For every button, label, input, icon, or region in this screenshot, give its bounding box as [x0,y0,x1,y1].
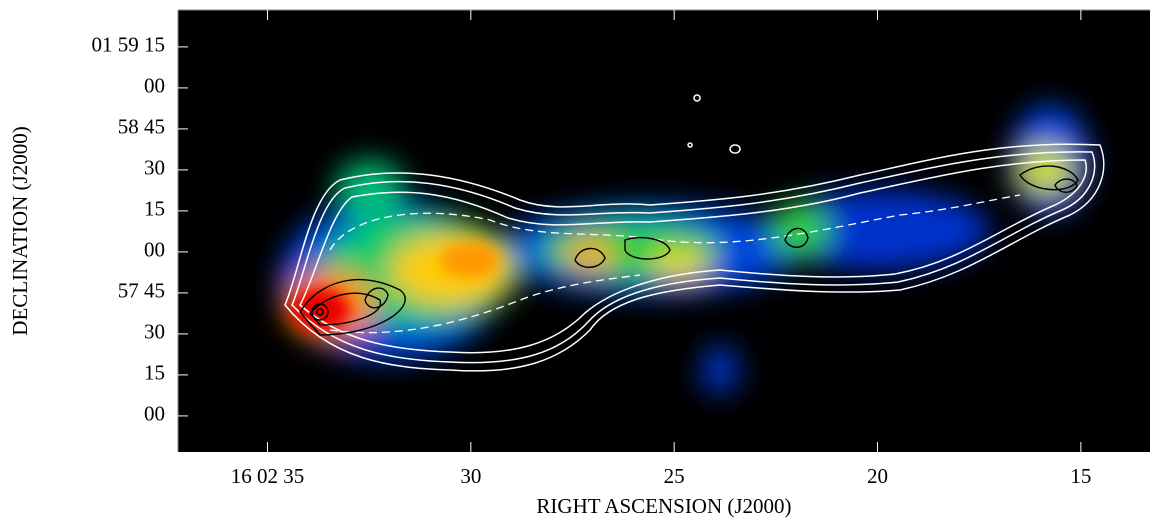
figure: DECLINATION (J2000) RIGHT ASCENSION (J20… [0,0,1150,525]
x-tick-label: 15 [1070,464,1091,488]
x-tick-label: 30 [460,464,481,488]
y-axis-label: DECLINATION (J2000) [8,126,32,335]
y-tick-label: 01 59 15 [92,33,166,57]
y-tick-label: 57 45 [118,279,165,303]
y-tick-label: 00 [144,402,165,426]
y-tick-label: 15 [144,361,165,385]
y-tick-label: 00 [144,74,165,98]
x-tick-label: 20 [867,464,888,488]
x-tick-label: 16 02 35 [231,464,305,488]
y-tick-label: 15 [144,197,165,221]
y-tick-label: 00 [144,238,165,262]
x-axis-label: RIGHT ASCENSION (J2000) [536,494,791,518]
x-tick-label: 25 [664,464,685,488]
y-tick-label: 58 45 [118,115,165,139]
y-tick-label: 30 [144,156,165,180]
y-tick-label: 30 [144,320,165,344]
